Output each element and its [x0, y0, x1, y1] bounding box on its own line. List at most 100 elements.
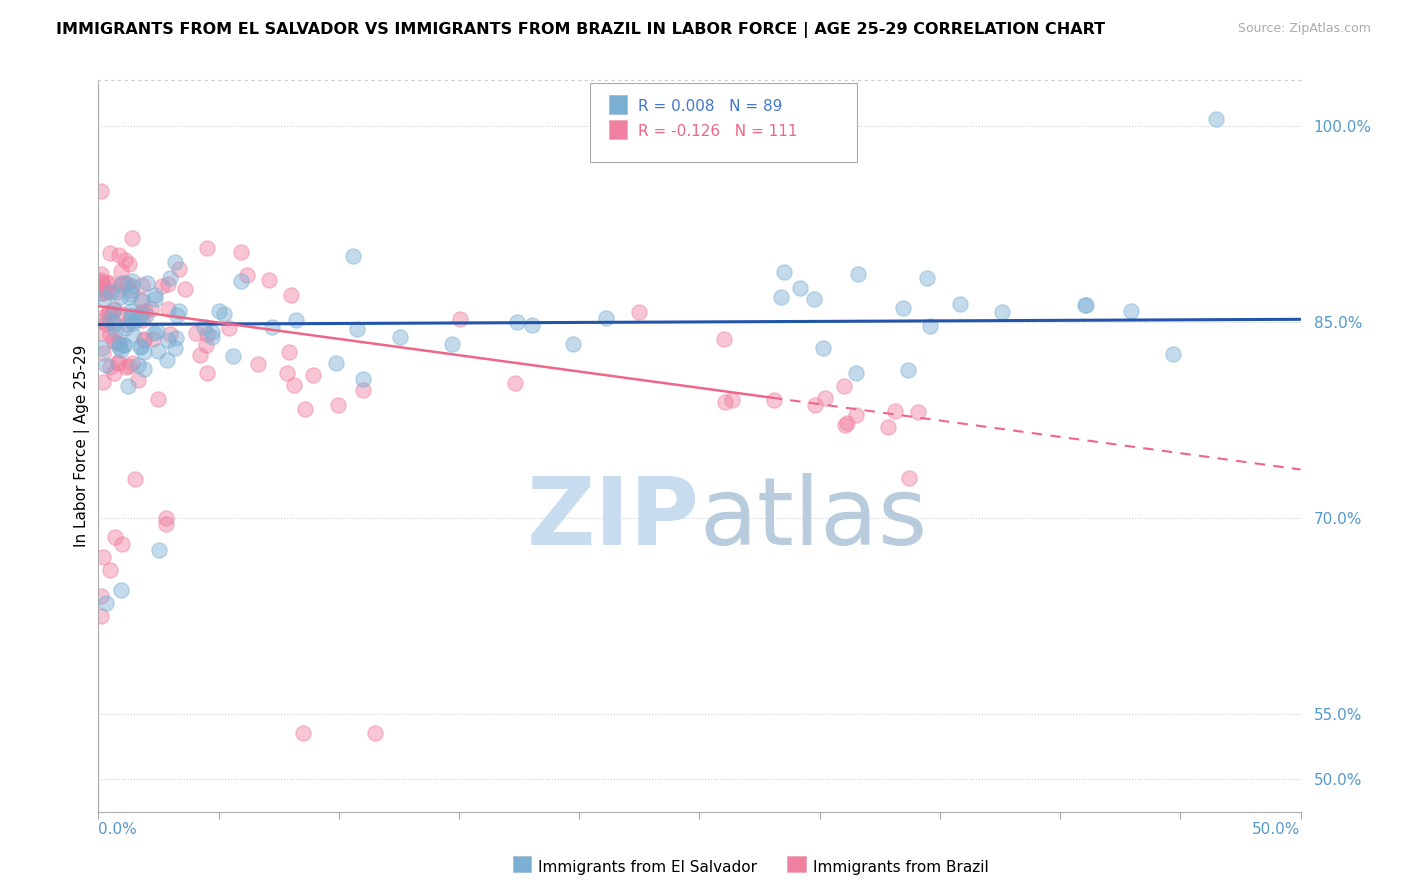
Point	[90, 282, 112, 296]
Point	[595, 310, 617, 325]
Point	[117, 359, 139, 373]
Point	[246, 357, 269, 371]
Point	[713, 332, 735, 346]
Text: ZIP: ZIP	[527, 473, 699, 566]
Point	[222, 349, 245, 363]
Point	[110, 290, 132, 304]
Point	[165, 331, 187, 345]
Point	[111, 276, 134, 290]
Point	[342, 249, 364, 263]
Point	[90, 184, 112, 198]
Point	[845, 408, 868, 422]
Point	[441, 337, 464, 351]
Point	[96, 276, 118, 290]
Point	[115, 277, 138, 291]
Point	[112, 338, 135, 352]
Point	[93, 291, 115, 305]
Point	[108, 336, 131, 351]
Point	[762, 393, 785, 408]
Point	[132, 345, 155, 359]
Point	[111, 307, 134, 321]
Point	[115, 360, 138, 375]
Point	[156, 352, 179, 367]
Point	[120, 314, 142, 328]
Point	[772, 265, 794, 279]
Point	[991, 305, 1014, 319]
Point	[120, 310, 142, 324]
Point	[97, 306, 120, 320]
Point	[146, 392, 169, 406]
Point	[91, 346, 114, 360]
Point	[814, 391, 837, 405]
Text: IMMIGRANTS FROM EL SALVADOR VS IMMIGRANTS FROM BRAZIL IN LABOR FORCE | AGE 25-29: IMMIGRANTS FROM EL SALVADOR VS IMMIGRANT…	[56, 22, 1105, 38]
Point	[90, 314, 112, 328]
Point	[94, 317, 117, 331]
Point	[111, 537, 134, 551]
Point	[1205, 112, 1227, 127]
Point	[302, 368, 325, 382]
Point	[91, 341, 114, 355]
Point	[135, 308, 157, 322]
Point	[91, 549, 114, 564]
Point	[1121, 304, 1143, 318]
Point	[121, 231, 143, 245]
Point	[121, 274, 143, 288]
Point	[117, 379, 139, 393]
Point	[235, 268, 257, 282]
Point	[94, 596, 117, 610]
Point	[193, 320, 215, 334]
Point	[121, 304, 143, 318]
Y-axis label: In Labor Force | Age 25-29: In Labor Force | Age 25-29	[75, 345, 90, 547]
Point	[503, 376, 526, 390]
Point	[124, 472, 146, 486]
Point	[121, 278, 143, 293]
Point	[278, 345, 301, 359]
Point	[294, 401, 316, 416]
Point	[103, 301, 125, 316]
Point	[120, 283, 142, 297]
Point	[134, 304, 156, 318]
Point	[907, 405, 929, 419]
Point	[134, 332, 156, 346]
Point	[449, 311, 471, 326]
Point	[832, 379, 855, 393]
Point	[218, 321, 240, 335]
Point	[291, 726, 314, 740]
Point	[891, 301, 914, 315]
Point	[257, 273, 280, 287]
Point	[142, 333, 165, 347]
Point	[127, 373, 149, 387]
Point	[90, 273, 112, 287]
Text: Immigrants from El Salvador: Immigrants from El Salvador	[538, 860, 758, 874]
Point	[159, 326, 181, 341]
Point	[90, 589, 112, 603]
Point	[167, 304, 190, 318]
Point	[131, 312, 153, 326]
Point	[1074, 298, 1097, 312]
Point	[107, 340, 129, 354]
Point	[156, 277, 179, 291]
Point	[364, 726, 387, 740]
Point	[110, 278, 132, 293]
Point	[91, 376, 114, 390]
Point	[101, 333, 124, 347]
Point	[195, 326, 218, 341]
Point	[135, 276, 157, 290]
Text: R = -0.126   N = 111: R = -0.126 N = 111	[638, 124, 797, 139]
Point	[103, 315, 125, 329]
Text: atlas: atlas	[699, 473, 928, 566]
Point	[121, 356, 143, 370]
Point	[1074, 298, 1097, 312]
Point	[389, 330, 412, 344]
Point	[114, 321, 136, 335]
Point	[107, 356, 129, 370]
Point	[280, 288, 302, 302]
Point	[146, 324, 169, 338]
Point	[132, 333, 155, 347]
Point	[139, 301, 162, 316]
Point	[721, 392, 744, 407]
Point	[110, 582, 132, 597]
Point	[229, 245, 252, 260]
Point	[352, 383, 374, 397]
Point	[131, 278, 153, 293]
